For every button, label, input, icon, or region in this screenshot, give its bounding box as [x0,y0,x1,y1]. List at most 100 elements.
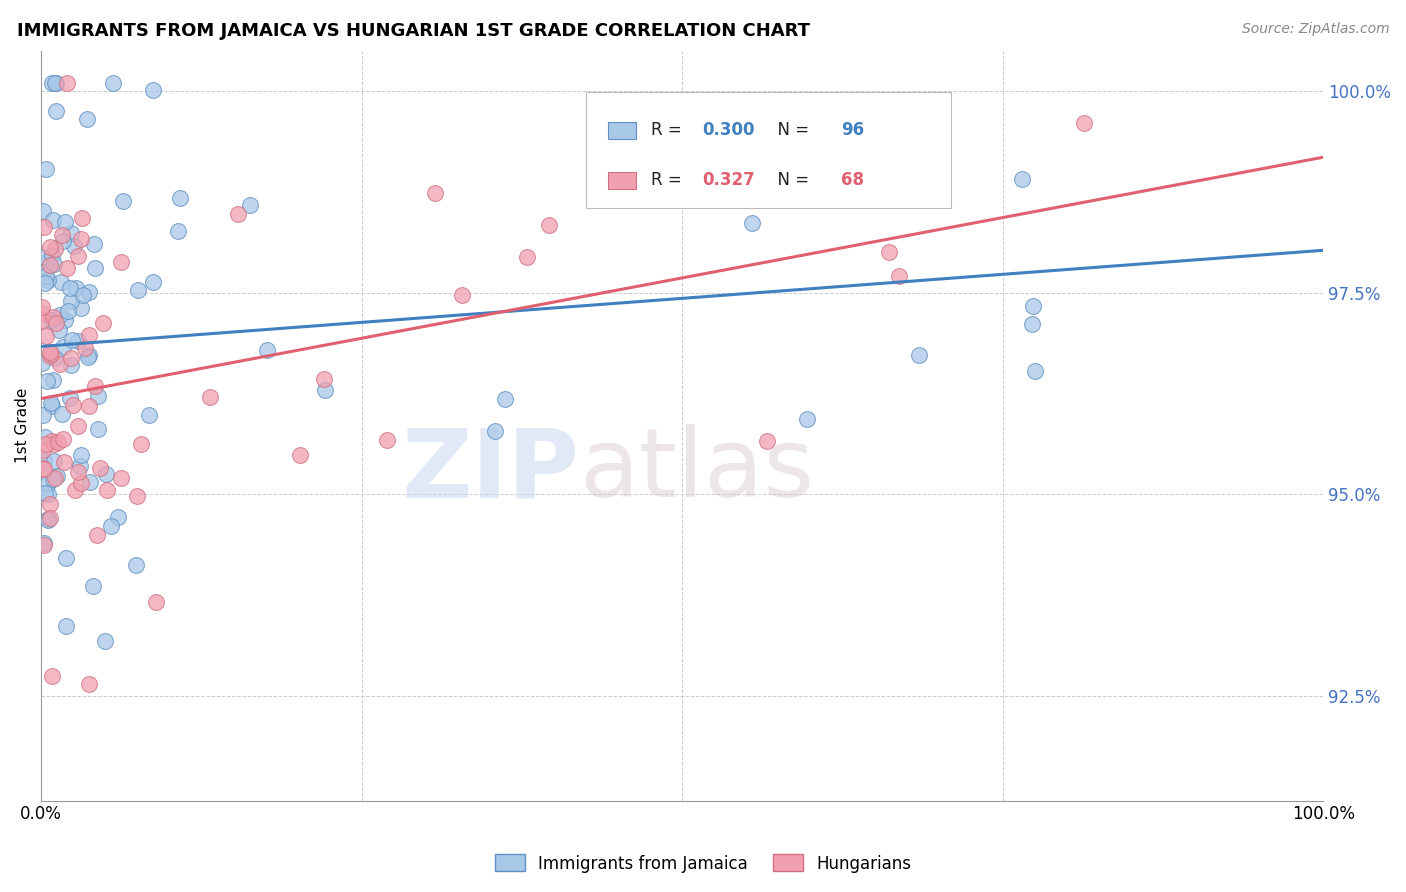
Point [44,76,66,90]
Point [375,434,398,448]
Point [125,558,148,573]
Point [70,448,93,462]
Text: 68: 68 [841,171,865,189]
Point [538,219,561,233]
Point [887,268,910,283]
Point [110,471,132,485]
Point [94,467,117,482]
Point [93,316,115,330]
Point [42,472,65,486]
Text: 96: 96 [841,121,865,139]
Point [41,76,63,90]
Point [86,422,108,436]
Point [766,151,789,165]
Point [77,327,100,342]
Point [1024,364,1046,378]
Point [290,448,312,462]
Point [39,240,62,254]
Point [69,301,91,315]
Point [44,470,66,484]
Text: ZIP: ZIP [402,424,579,517]
Point [42,373,65,387]
Point [44,242,66,256]
Point [856,161,879,175]
Point [77,348,100,362]
Point [35,437,58,451]
Point [1021,317,1043,331]
Point [67,334,90,349]
Point [60,293,83,308]
Point [59,391,82,405]
Point [31,251,53,265]
Point [138,409,160,423]
FancyBboxPatch shape [607,122,636,139]
Point [142,275,165,289]
Point [38,350,60,364]
Point [796,411,818,425]
Point [32,454,55,468]
Point [198,390,221,404]
Point [741,216,763,230]
Point [34,536,56,550]
Y-axis label: 1st Grade: 1st Grade [15,388,30,463]
Point [67,418,90,433]
Point [66,249,89,263]
Point [77,285,100,300]
Point [169,191,191,205]
Point [94,634,117,648]
Point [60,334,83,348]
Point [87,389,110,403]
Point [65,483,87,497]
Point [60,358,83,372]
Text: atlas: atlas [579,424,814,517]
Point [35,254,58,268]
Legend: Immigrants from Jamaica, Hungarians: Immigrants from Jamaica, Hungarians [488,847,918,880]
Point [41,669,63,683]
Point [39,497,62,511]
Point [51,408,73,422]
Point [31,306,53,320]
Point [37,273,59,287]
Point [314,383,336,397]
Point [75,341,97,355]
Point [37,512,59,526]
Point [41,248,63,262]
Text: R =: R = [651,121,688,139]
Point [48,323,70,337]
FancyBboxPatch shape [586,92,952,208]
Point [51,228,73,243]
Point [239,197,262,211]
Point [314,372,336,386]
Point [34,462,56,476]
Point [39,345,62,359]
Point [42,257,65,271]
Point [35,329,58,343]
Point [127,283,149,297]
Point [45,76,67,90]
Point [83,378,105,392]
Point [31,356,53,370]
Point [79,399,101,413]
Point [41,399,63,413]
Point [53,214,76,228]
Text: N =: N = [766,121,814,139]
Text: N =: N = [766,171,814,189]
Text: 0.300: 0.300 [703,121,755,139]
Point [45,103,67,118]
Point [52,454,75,468]
Point [48,308,70,322]
Point [79,475,101,489]
Point [42,310,65,324]
Point [111,194,134,208]
Point [851,161,873,175]
FancyBboxPatch shape [607,172,636,189]
Point [42,212,65,227]
Point [70,211,93,225]
Point [44,351,66,365]
Point [37,476,59,491]
Point [129,437,152,451]
Point [32,538,55,552]
Point [34,486,56,500]
Point [1011,171,1033,186]
Text: R =: R = [651,171,688,189]
